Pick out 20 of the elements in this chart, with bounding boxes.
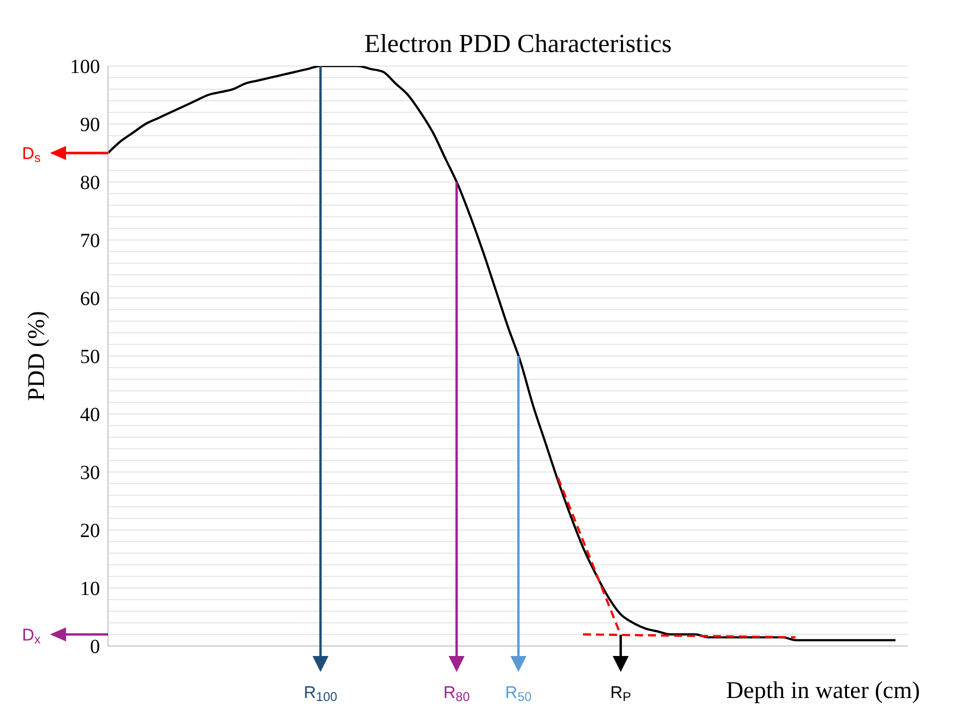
y-tick-label: 10 [80,578,100,600]
y-tick-label: 30 [80,462,100,484]
text: D$_{x}$ [22,625,42,647]
y-tick-label: 20 [80,520,100,542]
chart-title: Electron PDD Characteristics [364,29,672,58]
y-tick-label: 0 [90,636,100,658]
y-tick-label: 100 [70,56,100,78]
y-axis-title: PDD (%) [24,311,50,401]
y-tick-label: 90 [80,114,100,136]
text: R$_{P}$ [610,683,632,704]
y-tick-label: 60 [80,288,100,310]
x-axis-title: Depth in water (cm) [726,678,920,704]
text: R$_{50}$ [505,683,532,704]
text: R$_{100}$ [304,683,338,704]
y-tick-label: 40 [80,404,100,426]
text: R$_{80}$ [443,683,470,704]
y-tick-label: 50 [80,346,100,368]
text: D$_{s}$ [22,144,41,166]
y-tick-label: 70 [80,230,100,252]
y-tick-label: 80 [80,172,100,194]
